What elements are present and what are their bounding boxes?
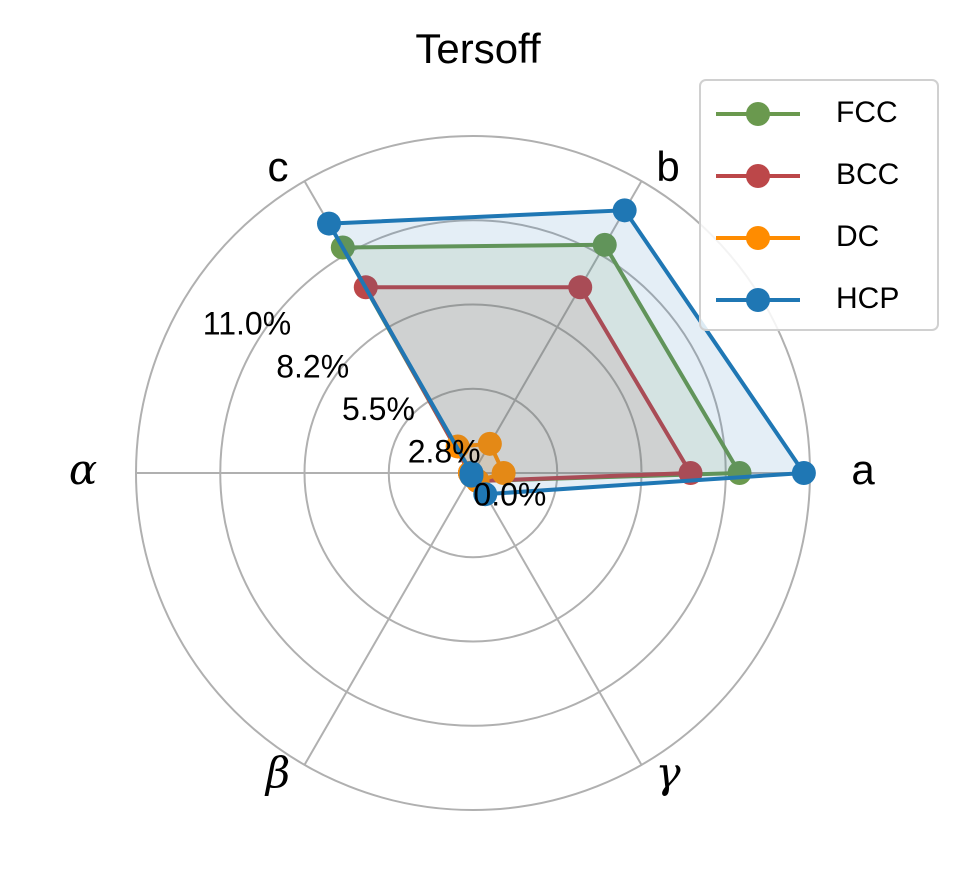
- spoke: [472, 180, 643, 474]
- legend-box: [699, 79, 939, 331]
- marker: [473, 482, 498, 507]
- marker: [477, 431, 502, 456]
- marker: [612, 198, 637, 223]
- chart-title: Tersoff: [415, 25, 541, 72]
- category-label: c: [268, 143, 289, 190]
- spoke: [472, 472, 643, 766]
- r-tick-label: 2.8%: [408, 434, 481, 470]
- legend-label: HCP: [836, 282, 899, 315]
- category-label: β: [264, 748, 290, 797]
- legend-label: BCC: [836, 158, 899, 191]
- marker: [791, 461, 816, 485]
- legend-label: DC: [836, 220, 879, 253]
- series-area: [365, 287, 691, 481]
- legend-marker: [746, 102, 770, 126]
- marker: [568, 275, 593, 300]
- series-area: [329, 210, 804, 495]
- r-tick-label: 11.0%: [203, 306, 291, 342]
- r-tick-label: 5.5%: [342, 391, 415, 427]
- r-tick-label: 0.0%: [473, 476, 546, 512]
- marker: [459, 463, 484, 488]
- category-label: b: [656, 143, 679, 190]
- legend-label: FCC: [836, 96, 898, 129]
- r-tick-label: 8.2%: [276, 348, 349, 384]
- category-label: α: [69, 445, 97, 494]
- legend-marker: [746, 226, 770, 250]
- category-label: γ: [655, 748, 681, 797]
- legend-marker: [746, 288, 770, 312]
- marker: [491, 461, 516, 485]
- legend-marker: [746, 164, 770, 188]
- category-label: a: [851, 446, 875, 493]
- marker: [592, 232, 617, 257]
- marker: [317, 211, 342, 236]
- legend: FCC BCC DC HCP: [699, 79, 939, 331]
- spoke: [303, 472, 474, 766]
